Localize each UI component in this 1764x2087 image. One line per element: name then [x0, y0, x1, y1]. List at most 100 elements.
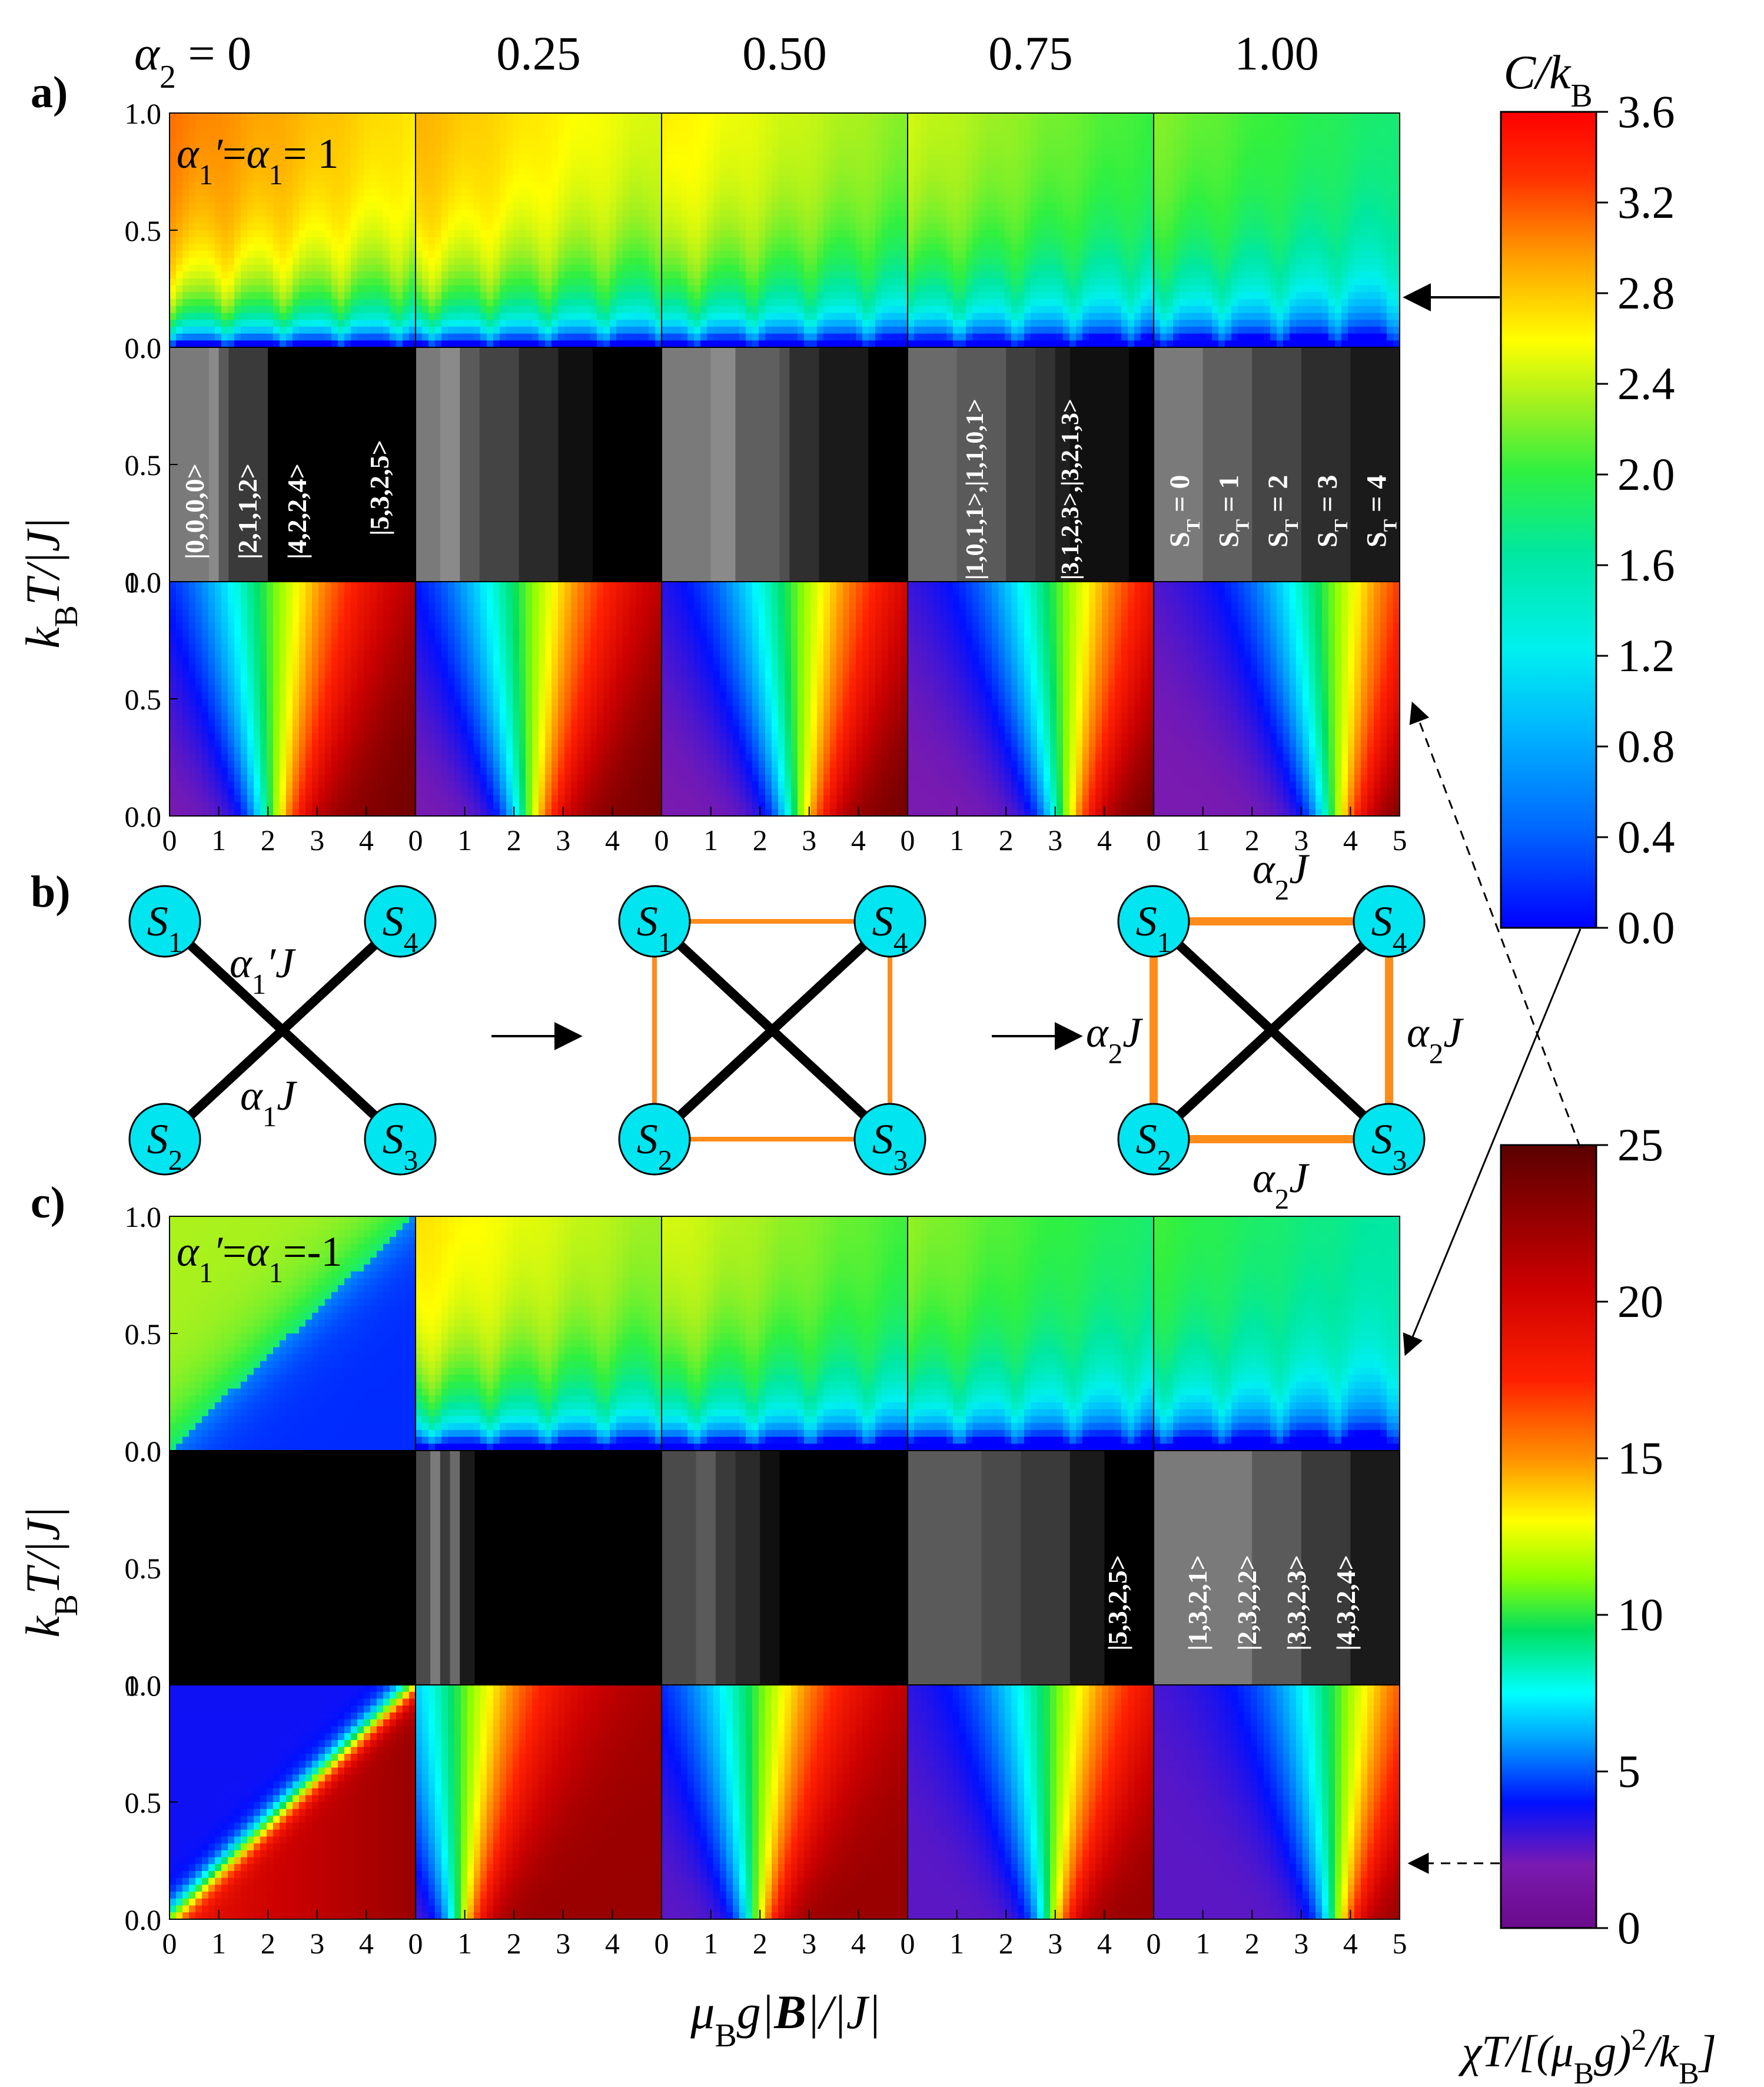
heat-cell	[318, 340, 325, 347]
heat-cell	[202, 781, 209, 788]
heat-cell	[176, 671, 183, 678]
heat-cell	[364, 148, 371, 155]
heat-cell	[208, 637, 215, 644]
heat-cell	[176, 602, 183, 609]
heat-cell	[403, 292, 410, 299]
heat-cell	[221, 781, 228, 788]
heat-cell	[176, 712, 183, 719]
heat-cell	[377, 313, 384, 320]
heat-cell	[247, 292, 254, 299]
heat-cell	[370, 223, 377, 230]
heat-cell	[331, 299, 338, 306]
heat-cell	[305, 189, 313, 196]
heat-cell	[286, 265, 293, 272]
heat-cell	[409, 327, 416, 334]
heat-cell	[396, 265, 403, 272]
heat-cell	[221, 699, 228, 706]
heat-cell	[208, 671, 215, 678]
heat-cell	[370, 161, 377, 168]
heat-cell	[396, 217, 403, 224]
heat-cell	[170, 699, 177, 706]
heat-cell	[273, 278, 280, 286]
heat-cell	[364, 154, 371, 161]
heat-cell	[228, 712, 235, 719]
heat-cell	[195, 678, 202, 685]
heat-cell	[189, 795, 196, 802]
heat-cell	[370, 334, 377, 341]
heat-cell	[241, 286, 248, 293]
heat-cell	[221, 334, 228, 341]
heat-cell	[247, 768, 254, 775]
heat-cell	[260, 671, 267, 678]
heat-cell	[221, 637, 228, 644]
heat-cell	[170, 740, 177, 747]
heat-cell	[247, 258, 254, 265]
heat-cell	[189, 313, 196, 320]
heat-cell	[390, 286, 397, 293]
heat-cell	[344, 313, 351, 320]
heat-cell	[357, 237, 364, 244]
heat-cell	[280, 113, 287, 120]
heat-cell	[280, 278, 287, 286]
heat-cell	[396, 340, 403, 347]
heat-cell	[170, 265, 177, 272]
heat-cell	[312, 286, 319, 293]
heat-cell	[351, 237, 358, 244]
heat-cell	[176, 320, 183, 327]
heat-cell	[202, 692, 209, 699]
heat-cell	[202, 671, 209, 678]
heat-cell	[208, 623, 215, 630]
heat-cell	[390, 271, 397, 278]
heat-cell	[195, 651, 202, 658]
heat-cell	[338, 120, 345, 127]
heat-cell	[312, 313, 319, 320]
heat-cell	[364, 230, 371, 237]
heat-cell	[377, 334, 384, 341]
heat-cell	[286, 189, 293, 196]
heat-cell	[325, 203, 332, 210]
heat-cell	[215, 699, 222, 706]
heat-cell	[312, 195, 319, 203]
heat-cell	[182, 195, 190, 203]
heat-cell	[325, 237, 332, 244]
heat-cell	[189, 651, 196, 658]
heat-cell	[383, 203, 390, 210]
heat-cell	[208, 258, 215, 265]
heat-cell	[215, 340, 222, 347]
heat-cell	[383, 306, 390, 313]
heat-cell	[202, 286, 209, 293]
heat-cell	[377, 327, 384, 334]
heat-cell	[182, 651, 190, 658]
heat-cell	[260, 616, 267, 623]
heat-cell	[170, 148, 177, 155]
heat-cell	[189, 237, 196, 244]
heat-cell	[247, 643, 254, 651]
heat-cell	[176, 706, 183, 713]
heat-cell	[260, 251, 267, 258]
heat-cell	[189, 699, 196, 706]
heat-cell	[293, 244, 300, 251]
heat-cell	[403, 230, 410, 237]
heat-cell	[377, 286, 384, 293]
heat-cell	[195, 327, 202, 334]
heat-cell	[234, 616, 241, 623]
heat-cell	[170, 271, 177, 278]
heat-cell	[241, 637, 248, 644]
heat-cell	[208, 313, 215, 320]
heat-cell	[195, 286, 202, 293]
heat-cell	[331, 306, 338, 313]
heat-cell	[409, 292, 416, 299]
heat-cell	[241, 623, 248, 630]
heat-cell	[189, 692, 196, 699]
heat-cell	[273, 210, 280, 217]
heat-cell	[182, 712, 190, 719]
heat-cell	[221, 195, 228, 203]
heat-cell	[260, 609, 267, 616]
heat-cell	[390, 120, 397, 127]
heat-cell	[357, 134, 364, 141]
heat-cell	[208, 651, 215, 658]
heat-cell	[189, 802, 196, 809]
heat-cell	[215, 313, 222, 320]
heat-cell	[403, 278, 410, 286]
heat-cell	[228, 195, 235, 203]
